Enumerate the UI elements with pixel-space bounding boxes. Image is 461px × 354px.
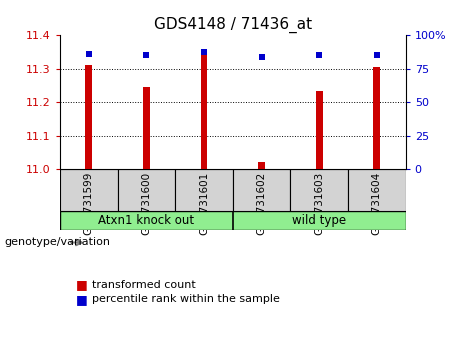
Bar [373, 67, 380, 169]
Point [315, 52, 323, 58]
Point [200, 49, 207, 55]
Text: percentile rank within the sample: percentile rank within the sample [92, 294, 280, 304]
Bar [60, 169, 118, 211]
Text: wild type: wild type [292, 214, 346, 227]
Bar [290, 169, 348, 211]
Bar [118, 169, 175, 211]
Text: genotype/variation: genotype/variation [5, 238, 111, 247]
Bar [175, 169, 233, 211]
Title: GDS4148 / 71436_at: GDS4148 / 71436_at [154, 16, 312, 33]
Bar [233, 169, 290, 211]
Text: GSM731601: GSM731601 [199, 172, 209, 235]
Text: GSM731599: GSM731599 [84, 172, 94, 235]
Text: GSM731602: GSM731602 [257, 172, 266, 235]
Point [373, 52, 381, 58]
Point [258, 54, 266, 59]
Bar [143, 87, 150, 169]
Point [142, 52, 150, 58]
Bar [258, 162, 265, 169]
Bar [85, 65, 92, 169]
Text: GSM731600: GSM731600 [142, 172, 151, 235]
Bar [316, 91, 323, 169]
Text: ■: ■ [76, 279, 88, 291]
Text: transformed count: transformed count [92, 280, 196, 290]
Bar [348, 169, 406, 211]
Text: Atxn1 knock out: Atxn1 knock out [98, 214, 195, 227]
Text: ■: ■ [76, 293, 88, 306]
Text: GSM731603: GSM731603 [314, 172, 324, 235]
Text: GSM731604: GSM731604 [372, 172, 382, 235]
Bar [201, 50, 207, 169]
Point [85, 51, 92, 57]
